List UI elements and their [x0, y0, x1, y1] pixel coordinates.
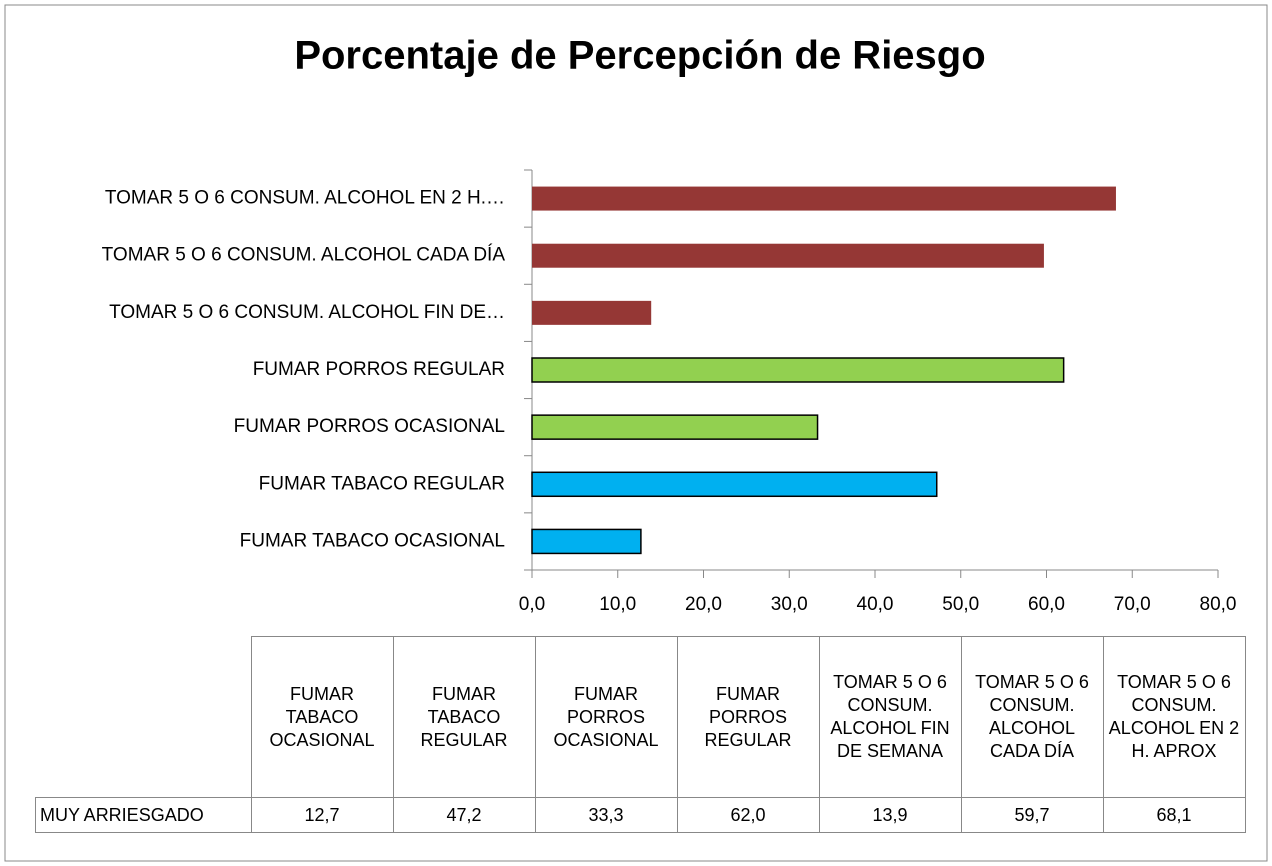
x-tick-label: 40,0 [857, 594, 894, 615]
bar [532, 186, 1116, 211]
bar [532, 243, 1044, 268]
table-value-cell: 68,1 [1102, 797, 1246, 833]
table-header-row: FUMAR TABACO OCASIONAL FUMAR TABACO REGUL… [35, 636, 1246, 798]
table-header-cell: FUMAR PORROS REGULAR [676, 636, 820, 798]
table-value-cell: 59,7 [960, 797, 1104, 833]
x-tick-label: 0,0 [519, 594, 545, 615]
x-tick-label: 70,0 [1114, 594, 1151, 615]
x-tick-label: 10,0 [599, 594, 636, 615]
bar [531, 357, 1065, 383]
data-table: FUMAR TABACO OCASIONAL FUMAR TABACO REGUL… [35, 636, 1246, 833]
table-header-cell: FUMAR TABACO REGULAR [392, 636, 536, 798]
table-value-cell: 47,2 [392, 797, 536, 833]
table-corner [35, 636, 252, 798]
bar [532, 300, 652, 325]
table-header-cell: FUMAR TABACO OCASIONAL [250, 636, 394, 798]
x-tick-label: 30,0 [771, 594, 808, 615]
y-tick-label: TOMAR 5 O 6 CONSUM. ALCOHOL FIN DE… [109, 302, 505, 323]
bar [531, 471, 938, 498]
chart-title: Porcentaje de Percepción de Riesgo [294, 34, 985, 78]
y-tick-label: TOMAR 5 O 6 CONSUM. ALCOHOL CADA DÍA [102, 245, 506, 266]
x-tick-label: 50,0 [942, 594, 979, 615]
table-header-cell: TOMAR 5 O 6 CONSUM. ALCOHOL FIN DE SEMAN… [818, 636, 962, 798]
bar [531, 414, 819, 440]
y-tick-label: FUMAR PORROS REGULAR [253, 359, 505, 380]
table-value-cell: 33,3 [534, 797, 678, 833]
y-tick-label: FUMAR TABACO OCASIONAL [240, 530, 505, 551]
y-tick-label: FUMAR PORROS OCASIONAL [234, 416, 505, 437]
table-value-cell: 12,7 [250, 797, 394, 833]
table-value-cell: 13,9 [818, 797, 962, 833]
table-value-cell: 62,0 [676, 797, 820, 833]
x-tick-label: 60,0 [1028, 594, 1065, 615]
x-tick-label: 80,0 [1200, 594, 1237, 615]
y-tick-label: TOMAR 5 O 6 CONSUM. ALCOHOL EN 2 H.… [105, 188, 505, 209]
table-row-header: MUY ARRIESGADO [35, 797, 252, 833]
bar [531, 528, 642, 555]
table-header-cell: FUMAR PORROS OCASIONAL [534, 636, 678, 798]
table-header-cell: TOMAR 5 O 6 CONSUM. ALCOHOL EN 2 H. APRO… [1102, 636, 1246, 798]
x-tick-label: 20,0 [685, 594, 722, 615]
y-tick-label: FUMAR TABACO REGULAR [259, 473, 505, 494]
table-header-cell: TOMAR 5 O 6 CONSUM. ALCOHOL CADA DÍA [960, 636, 1104, 798]
table-data-row: MUY ARRIESGADO 12,7 47,2 33,3 62,0 13,9 59,7 68… [35, 797, 1246, 833]
